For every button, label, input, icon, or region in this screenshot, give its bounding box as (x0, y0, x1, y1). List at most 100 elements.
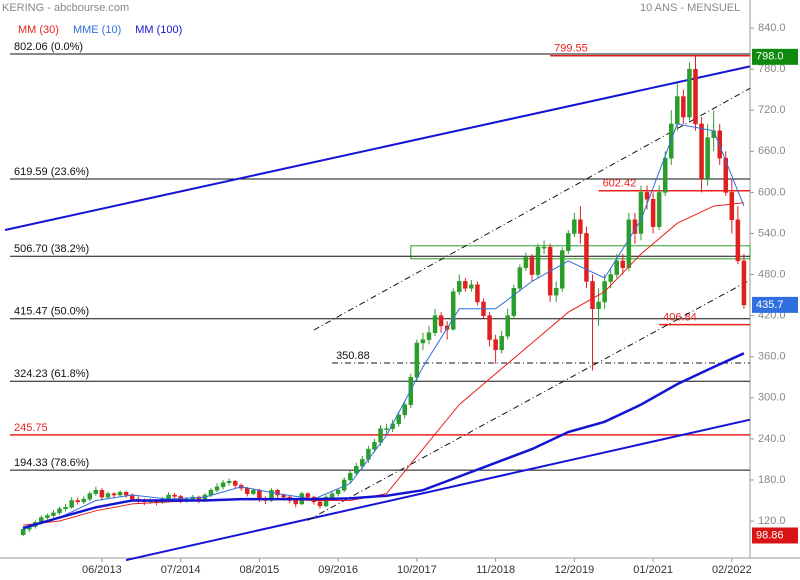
candle-body (293, 500, 298, 505)
candle-body (305, 493, 311, 498)
candle-body (741, 260, 747, 306)
candle-body (735, 219, 741, 262)
candle-body (69, 500, 74, 508)
candle-body (559, 250, 565, 289)
candle-body (517, 267, 523, 289)
level-label: 415.47 (50.0%) (14, 306, 89, 318)
legend-entry: MM (100) (135, 24, 182, 36)
candle-body (693, 68, 698, 125)
candle-body (590, 281, 595, 310)
candle-body (681, 96, 686, 118)
x-tick-label: 10/2017 (397, 564, 437, 576)
trendline (307, 279, 751, 521)
candle-body (675, 96, 680, 125)
level-label: 324.23 (61.8%) (14, 368, 89, 380)
candle-body (335, 489, 341, 494)
candle-body (729, 192, 735, 221)
candle-body (499, 335, 504, 351)
candle-body (608, 274, 613, 282)
candle-body (705, 137, 710, 179)
candle-body (220, 482, 226, 488)
candle-body (414, 342, 420, 378)
candle-body (20, 528, 26, 535)
price-marker-label: 98.86 (756, 529, 784, 541)
candle-body (105, 493, 111, 498)
moving-average (22, 352, 745, 530)
y-tick-label: 300.0 (758, 392, 786, 404)
candle-body (626, 219, 632, 268)
y-tick-label: 540.0 (758, 227, 786, 239)
candle-body (87, 493, 93, 500)
candle-body (384, 428, 389, 430)
trendline (125, 418, 751, 562)
candle-body (553, 287, 559, 296)
candle-body (723, 157, 729, 193)
level-label: 619.59 (23.6%) (14, 166, 89, 178)
y-tick-label: 600.0 (758, 186, 786, 198)
level-label: 194.33 (78.6%) (14, 457, 89, 469)
y-tick-label: 780.0 (758, 63, 786, 75)
candle-body (63, 507, 68, 509)
level-label: 799.55 (554, 43, 588, 55)
candle-body (656, 192, 662, 227)
candle-body (662, 157, 668, 193)
legend-entry: MM (30) (18, 24, 59, 36)
candle-body (347, 472, 353, 481)
y-tick-label: 120.0 (758, 515, 786, 527)
level-label: 350.88 (336, 350, 370, 362)
candle-body (535, 246, 541, 275)
candle-body (687, 68, 692, 118)
candle-body (214, 486, 220, 491)
level-label: 506.70 (38.2%) (14, 243, 89, 255)
price-marker-label: 798.0 (756, 51, 784, 63)
trendline (4, 65, 751, 231)
candle-body (232, 481, 238, 486)
y-tick-label: 720.0 (758, 104, 786, 116)
candle-body (111, 493, 117, 496)
x-tick-label: 06/2013 (82, 564, 122, 576)
candle-body (123, 492, 129, 496)
x-tick-label: 09/2016 (318, 564, 358, 576)
candle-body (620, 260, 626, 268)
candle-body (523, 257, 529, 268)
candle-body (505, 315, 510, 337)
candle-body (511, 287, 517, 316)
zone (410, 245, 751, 260)
legend-entry: MME (10) (73, 24, 121, 36)
candle-body (426, 332, 432, 340)
candle-body (469, 284, 474, 289)
level-label: 802.06 (0.0%) (14, 41, 83, 53)
y-tick-label: 840.0 (758, 22, 786, 34)
x-tick-label: 01/2021 (633, 564, 673, 576)
level-label: 406.84 (663, 312, 697, 324)
candle-body (323, 496, 329, 507)
candle-body (487, 315, 492, 340)
candle-body (51, 512, 56, 516)
level-label: 602.42 (603, 178, 637, 190)
candle-body (172, 494, 177, 497)
candle-body (99, 489, 105, 498)
x-tick-label: 11/2018 (476, 564, 515, 576)
trendline (313, 87, 751, 331)
y-tick-label: 240.0 (758, 433, 786, 445)
candle-body (329, 493, 335, 498)
candle-body (541, 246, 547, 249)
candle-body (281, 494, 286, 498)
moving-average (23, 202, 744, 526)
x-tick-label: 12/2019 (554, 564, 594, 576)
candle-body (638, 192, 644, 234)
candle-body (432, 315, 438, 333)
candle-body (317, 501, 323, 507)
candle-body (650, 198, 656, 227)
x-tick-label: 02/2022 (712, 564, 752, 576)
candle-body (117, 492, 123, 496)
candle-body (226, 481, 232, 483)
candle-body (699, 123, 704, 179)
candle-body (57, 508, 62, 514)
y-tick-label: 360.0 (758, 351, 786, 363)
candle-body (463, 281, 468, 289)
y-tick-label: 660.0 (758, 145, 786, 157)
candle-body (493, 339, 498, 351)
